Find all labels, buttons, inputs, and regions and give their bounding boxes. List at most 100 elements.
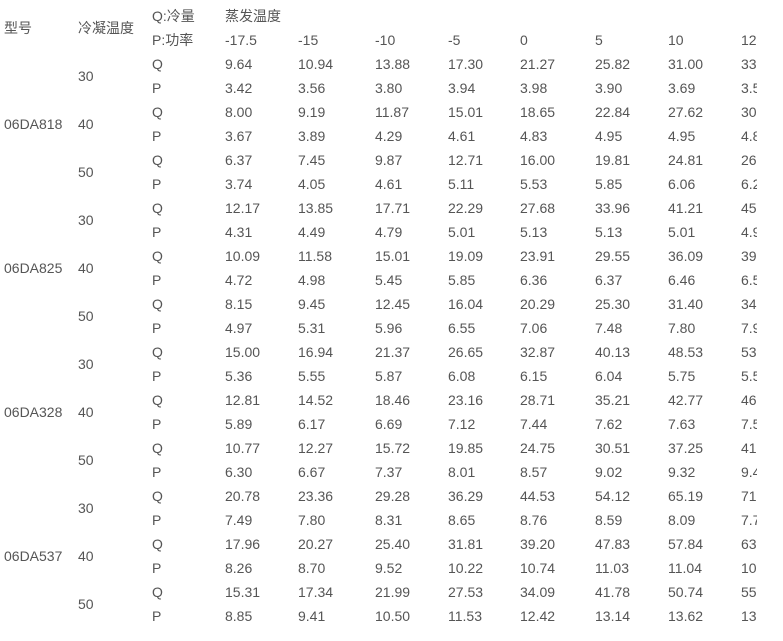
capacity-value: 63 (741, 536, 757, 552)
power-value: 4.61 (375, 176, 403, 192)
power-value: 7.62 (595, 416, 623, 432)
capacity-value: 10.09 (225, 248, 261, 264)
capacity-value: 31.40 (668, 296, 704, 312)
power-value: 3.74 (225, 176, 253, 192)
power-value: 7.49 (225, 512, 253, 528)
capacity-label: Q (152, 152, 163, 168)
capacity-value: 71 (741, 488, 757, 504)
evap-temp-2: -10 (375, 32, 396, 48)
capacity-value: 13.88 (375, 56, 411, 72)
power-value: 13.62 (668, 608, 704, 624)
table-row: 50 Q 8.15 9.45 12.45 16.04 20.29 25.30 31.40 34 (0, 292, 757, 324)
power-value: 6.36 (520, 272, 548, 288)
power-value: 5.31 (298, 320, 326, 336)
table-row: 06DA328 30 Q 15.00 16.94 21.37 26.65 32.87 40.13… (0, 340, 757, 420)
condensing-temp: 50 (78, 452, 94, 468)
power-value: 6.17 (298, 416, 326, 432)
capacity-value: 15.00 (225, 344, 261, 360)
capacity-value: 11.58 (298, 248, 332, 264)
capacity-value: 57.84 (668, 536, 704, 552)
capacity-value: 14.52 (298, 392, 334, 408)
capacity-value: 15.01 (375, 248, 411, 264)
power-value: 4.97 (225, 320, 253, 336)
power-value: 5.11 (448, 176, 475, 192)
power-value: 4.98 (298, 272, 326, 288)
power-value: 12.42 (520, 608, 556, 624)
capacity-value: 34.09 (520, 584, 556, 600)
power-value: 4.79 (375, 224, 403, 240)
capacity-label: Q (152, 536, 163, 552)
capacity-value: 12.71 (448, 152, 484, 168)
power-value: 9.41 (298, 608, 326, 624)
capacity-value: 17.34 (298, 584, 334, 600)
power-value: 6.06 (668, 176, 696, 192)
capacity-value: 10.94 (298, 56, 334, 72)
power-value: 5.5 (741, 368, 757, 384)
capacity-value: 24.75 (520, 440, 556, 456)
capacity-value: 21.99 (375, 584, 411, 600)
power-value: 9.4 (741, 464, 757, 480)
power-value: 5.01 (668, 224, 696, 240)
power-value: 7.06 (520, 320, 548, 336)
capacity-value: 19.85 (448, 440, 484, 456)
capacity-value: 9.19 (298, 104, 326, 120)
capacity-value: 22.29 (448, 200, 484, 216)
power-value: 4.31 (225, 224, 253, 240)
capacity-value: 31.81 (448, 536, 484, 552)
capacity-label: Q (152, 248, 163, 264)
power-value: 4.95 (595, 128, 623, 144)
capacity-label: Q (152, 392, 163, 408)
condensing-temp: 30 (78, 356, 94, 372)
power-value: 6.04 (595, 368, 623, 384)
capacity-value: 15.72 (375, 440, 411, 456)
capacity-label: Q (152, 56, 163, 72)
power-value: 8.01 (448, 464, 476, 480)
table-row: P 5.89 6.17 6.69 7.12 7.44 7.62 7.63 7.5 (0, 412, 757, 436)
power-value: 6.67 (298, 464, 326, 480)
capacity-label: Q (152, 296, 163, 312)
capacity-value: 42.77 (668, 392, 704, 408)
capacity-value: 19.81 (595, 152, 631, 168)
power-value: 8.09 (668, 512, 696, 528)
power-value: 6.15 (520, 368, 548, 384)
p-legend: P:功率 (152, 32, 194, 48)
power-value: 10.22 (448, 560, 484, 576)
table-row: P 7.49 7.80 8.31 8.65 8.76 8.59 8.09 7.7 (0, 508, 757, 532)
power-value: 7.5 (741, 416, 757, 432)
table-row: P 4.97 5.31 5.96 6.55 7.06 7.48 7.80 7.9 (0, 316, 757, 340)
capacity-value: 25.40 (375, 536, 411, 552)
power-value: 6.69 (375, 416, 403, 432)
power-label: P (152, 368, 162, 384)
condensing-temp: 50 (78, 596, 94, 612)
power-value: 5.53 (520, 176, 548, 192)
power-value: 8.26 (225, 560, 253, 576)
capacity-value: 30.51 (595, 440, 631, 456)
power-value: 6.37 (595, 272, 623, 288)
power-value: 8.70 (298, 560, 326, 576)
capacity-value: 11.87 (375, 104, 409, 120)
power-value: 4.49 (298, 224, 326, 240)
capacity-value: 24.81 (668, 152, 704, 168)
capacity-value: 18.46 (375, 392, 411, 408)
condensing-temp: 50 (78, 164, 94, 180)
capacity-value: 45 (741, 200, 757, 216)
table-row: P 4.72 4.98 5.45 5.85 6.36 6.37 6.46 6.5 (0, 268, 757, 292)
capacity-value: 23.36 (298, 488, 334, 504)
capacity-value: 25.30 (595, 296, 631, 312)
capacity-value: 36.09 (668, 248, 704, 264)
capacity-value: 48.53 (668, 344, 704, 360)
table-row: 06DA825 30 Q 12.17 13.85 17.71 22.29 27.68 33.96… (0, 196, 757, 276)
power-value: 6.46 (668, 272, 696, 288)
power-value: 10.50 (375, 608, 411, 624)
capacity-value: 12.81 (225, 392, 261, 408)
power-value: 3.89 (298, 128, 326, 144)
power-value: 5.89 (225, 416, 253, 432)
power-value: 4.95 (668, 128, 696, 144)
power-value: 9.52 (375, 560, 403, 576)
capacity-value: 39 (741, 248, 757, 264)
evap-temp-header: 蒸发温度 (225, 8, 281, 24)
table-row: 40 Q 17.96 20.27 25.40 31.81 39.20 47.83 57.84 63 (0, 532, 757, 564)
power-value: 11.53 (448, 608, 482, 624)
power-value: 8.76 (520, 512, 548, 528)
power-value: 8.65 (448, 512, 476, 528)
